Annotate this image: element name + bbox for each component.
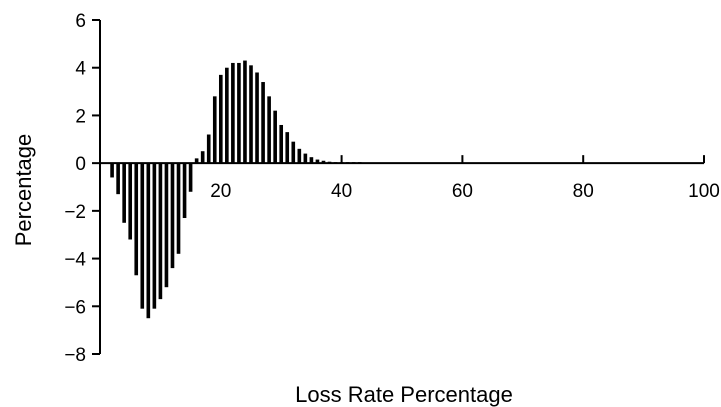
y-tick-label: −8 xyxy=(64,345,86,366)
bar xyxy=(200,151,205,164)
y-tick-label: 4 xyxy=(75,59,86,80)
bar xyxy=(164,163,169,288)
bar xyxy=(152,163,157,309)
bar xyxy=(309,157,314,164)
y-tick-label: 6 xyxy=(75,11,86,32)
bar xyxy=(176,163,181,254)
bar xyxy=(218,74,223,164)
bar xyxy=(315,159,320,164)
x-tick-label: 20 xyxy=(210,181,231,202)
y-tick-label: 2 xyxy=(75,106,86,127)
bar xyxy=(188,163,193,192)
bar xyxy=(231,62,235,164)
y-tick-label: −6 xyxy=(64,297,86,318)
bar xyxy=(303,153,308,164)
bar xyxy=(134,163,139,276)
bar xyxy=(170,163,175,269)
bar xyxy=(261,82,265,164)
y-tick-label: −2 xyxy=(64,202,86,223)
bar xyxy=(255,72,259,164)
bar xyxy=(128,163,133,240)
bar xyxy=(212,96,217,164)
bar xyxy=(237,62,241,164)
x-tick-label: 100 xyxy=(688,181,720,202)
bar xyxy=(206,134,211,164)
x-tick-label: 80 xyxy=(573,181,594,202)
bar xyxy=(321,160,326,164)
y-axis-title: Percentage xyxy=(11,134,36,247)
y-tick-label: −4 xyxy=(64,250,86,271)
x-tick-label: 60 xyxy=(452,181,473,202)
x-tick-label: 40 xyxy=(331,181,352,202)
bar xyxy=(140,163,145,309)
x-ticks-group: 20 40 60 80 100 xyxy=(210,155,720,202)
bar xyxy=(110,163,114,178)
bar xyxy=(291,141,296,164)
bar xyxy=(285,132,290,164)
bar xyxy=(146,163,151,319)
bars-group xyxy=(110,60,362,319)
bar xyxy=(243,60,247,164)
y-ticks-group: −8 −6 −4 −2 0 2 4 6 xyxy=(64,11,100,366)
bar xyxy=(249,65,253,164)
bar xyxy=(273,110,277,164)
x-axis-title: Loss Rate Percentage xyxy=(295,382,513,407)
bar xyxy=(279,124,284,164)
bar xyxy=(158,163,163,300)
bar xyxy=(225,67,229,164)
bar xyxy=(122,163,126,223)
bar xyxy=(267,96,271,164)
bar xyxy=(297,148,302,164)
bar xyxy=(182,163,187,219)
bar xyxy=(194,158,199,164)
bar xyxy=(116,163,120,195)
y-tick-label: 0 xyxy=(75,154,86,175)
